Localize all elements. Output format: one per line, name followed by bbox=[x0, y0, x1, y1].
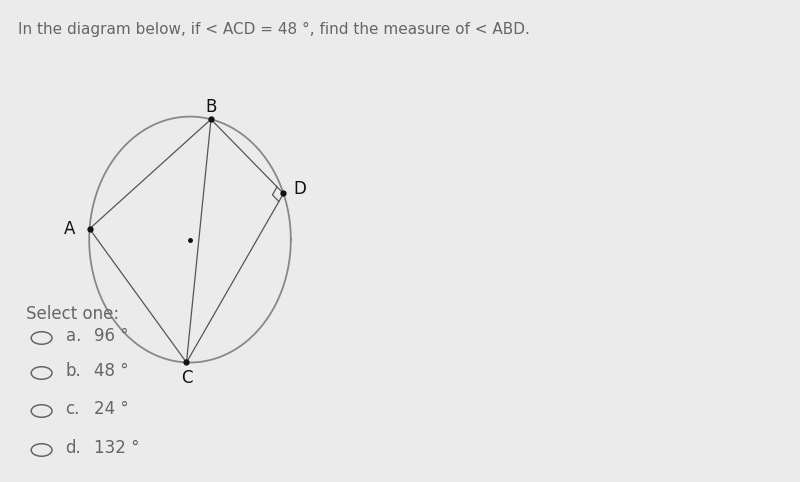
Text: A: A bbox=[64, 220, 75, 238]
Text: B: B bbox=[206, 98, 217, 116]
Text: 132 °: 132 ° bbox=[94, 439, 140, 456]
Text: a.: a. bbox=[66, 327, 81, 345]
Text: Select one:: Select one: bbox=[26, 305, 118, 323]
Text: 48 °: 48 ° bbox=[94, 362, 129, 380]
Text: C: C bbox=[181, 369, 192, 388]
Text: d.: d. bbox=[66, 439, 82, 456]
Text: c.: c. bbox=[66, 400, 80, 417]
Text: 96 °: 96 ° bbox=[94, 327, 129, 345]
Text: 24 °: 24 ° bbox=[94, 400, 129, 417]
Text: b.: b. bbox=[66, 362, 82, 380]
Text: D: D bbox=[293, 180, 306, 198]
Text: In the diagram below, if < ACD = 48 °, find the measure of < ABD.: In the diagram below, if < ACD = 48 °, f… bbox=[18, 22, 530, 37]
